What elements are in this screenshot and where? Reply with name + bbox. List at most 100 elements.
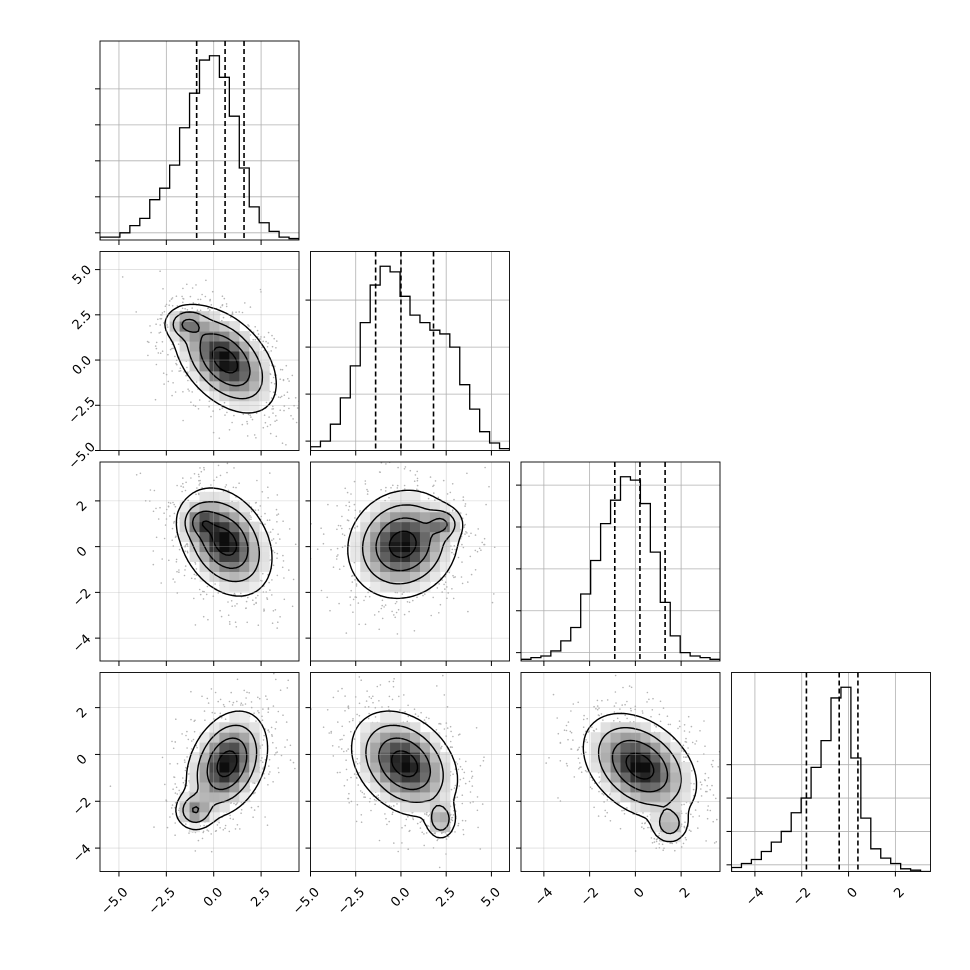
density-cell (259, 551, 270, 562)
scatter-point (172, 382, 174, 384)
scatter-point (436, 685, 438, 687)
scatter-point (226, 411, 228, 414)
scatter-point (347, 509, 350, 511)
scatter-point (262, 572, 264, 575)
scatter-point (257, 696, 259, 699)
scatter-point (476, 796, 479, 798)
density-cell (249, 380, 260, 392)
scatter-point (169, 763, 171, 765)
scatter-point (384, 604, 387, 606)
scatter-point (266, 519, 269, 521)
x-tick-label: −2.5 (146, 885, 179, 918)
scatter-point (457, 556, 460, 559)
scatter-point (412, 818, 415, 821)
density-cell (259, 360, 270, 372)
scatter-point (339, 738, 342, 741)
contour-line (361, 504, 456, 585)
density-cell (400, 521, 411, 533)
density-cell (189, 821, 200, 833)
hist-panel-frame (520, 461, 721, 662)
density-cell (199, 781, 210, 793)
density-cell (209, 491, 220, 503)
scatter-point (437, 496, 440, 499)
scatter-point (193, 720, 195, 722)
scatter-point (372, 695, 374, 698)
scatter-point (423, 719, 426, 721)
scatter-point (254, 338, 257, 341)
scatter-point (348, 802, 351, 804)
scatter-point (351, 581, 354, 583)
scatter-point (255, 720, 257, 722)
density-cell (189, 791, 200, 803)
density-cell (360, 762, 371, 773)
scatter-point (320, 589, 323, 592)
scatter-point (339, 525, 342, 527)
scatter-point (337, 721, 339, 723)
density-cell (219, 521, 230, 533)
scatter-point (174, 581, 176, 583)
scatter-point (244, 302, 246, 304)
scatter-point (207, 307, 210, 309)
density-cell (370, 511, 381, 523)
scatter-point (397, 850, 400, 853)
scatter-point (199, 298, 202, 301)
density-cell (360, 521, 371, 533)
scatter-point (355, 820, 358, 823)
scatter-point (383, 606, 385, 608)
scatter-point (429, 476, 432, 478)
density-cell (249, 722, 260, 733)
scatter-point (186, 756, 188, 758)
scatter-point (446, 493, 449, 495)
scatter-point (235, 311, 237, 314)
density-cell (219, 551, 230, 562)
scatter-point (257, 333, 260, 335)
scatter-point (231, 421, 233, 424)
density-cell (259, 351, 270, 362)
density-cell (239, 571, 250, 582)
scatter-point (199, 593, 202, 596)
contour-line (192, 510, 249, 569)
scatter-point (247, 596, 249, 599)
scatter-point (262, 426, 265, 429)
hist-step-line (100, 55, 299, 240)
scatter-point (146, 340, 149, 343)
pair-panel-content (100, 453, 299, 661)
scatter-point (395, 611, 398, 614)
scatter-point (352, 718, 354, 720)
density-cell (219, 801, 230, 813)
scatter-point (271, 594, 273, 596)
scatter-point (235, 486, 237, 489)
scatter-point (257, 509, 260, 511)
pair-panel-frame (99, 251, 300, 451)
scatter-point (346, 779, 349, 781)
scatter-point (341, 533, 344, 535)
density-cell (380, 511, 391, 523)
scatter-point (231, 704, 234, 706)
scatter-point (166, 826, 169, 829)
scatter-point (195, 574, 198, 576)
scatter-point (184, 761, 186, 763)
scatter-point (175, 561, 178, 563)
scatter-point (247, 324, 249, 326)
density-cell (259, 380, 270, 392)
scatter-point (405, 818, 408, 821)
scatter-point (183, 784, 186, 786)
scatter-point (220, 716, 223, 719)
scatter-point (198, 493, 200, 496)
scatter-point (167, 501, 170, 504)
pair-panel-content (100, 251, 299, 451)
scatter-point (194, 405, 197, 408)
scatter-point (253, 603, 255, 606)
density-cell (390, 521, 401, 533)
density-cell (239, 380, 250, 392)
density-cell (370, 581, 381, 592)
scatter-point (275, 435, 278, 438)
density-cell (199, 762, 210, 773)
hist-panel-2 (516, 461, 721, 666)
scatter-point (259, 453, 261, 455)
scatter-point (337, 524, 340, 527)
scatter-point (353, 773, 356, 775)
density-cell (400, 571, 411, 582)
scatter-point (193, 473, 196, 475)
density-cell (209, 752, 220, 763)
